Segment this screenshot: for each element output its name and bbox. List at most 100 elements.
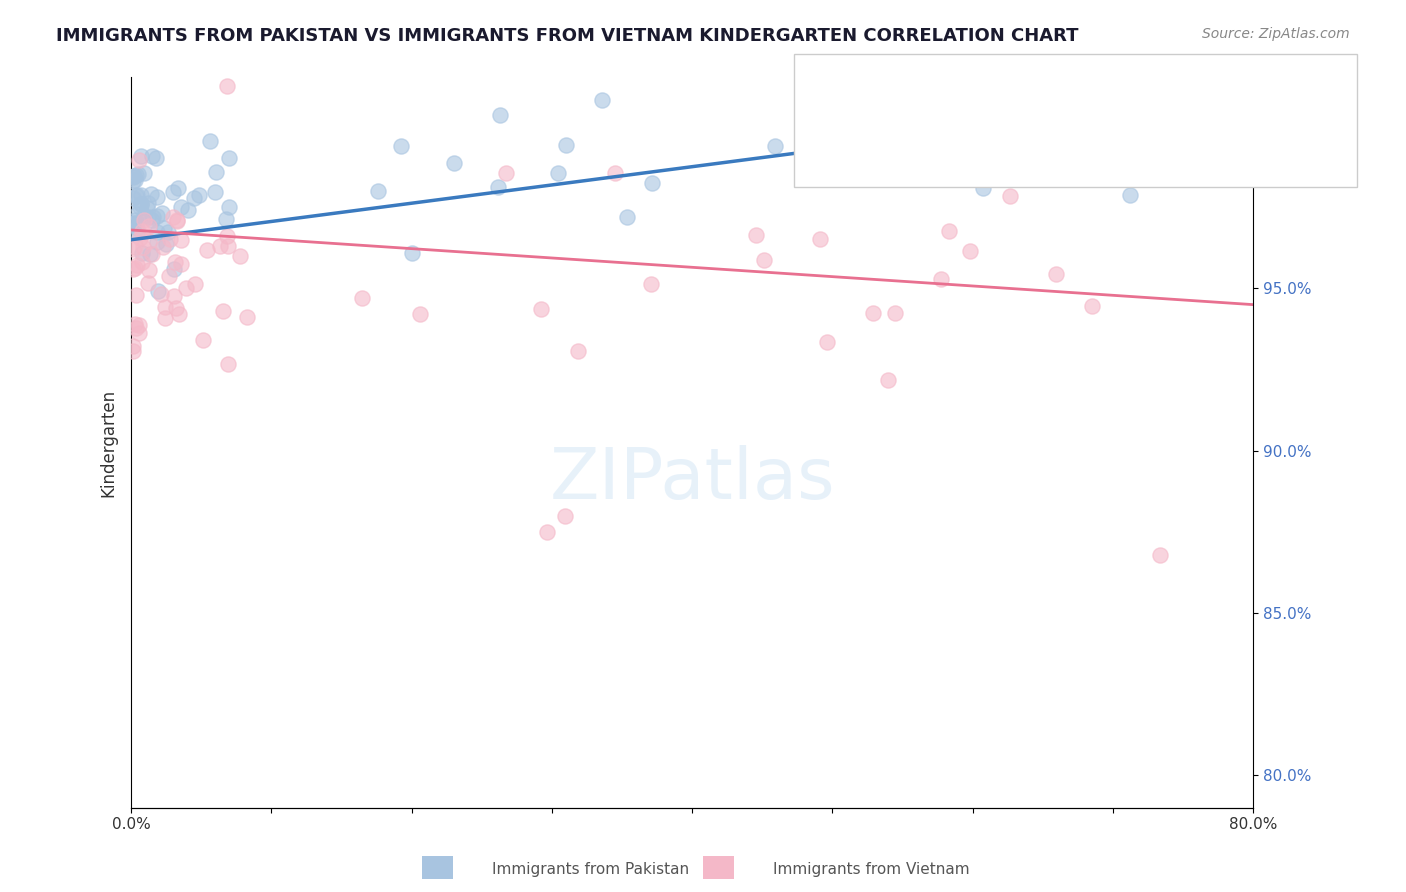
Point bbox=[215, 78, 238, 93]
Point bbox=[877, 372, 900, 386]
Point bbox=[166, 212, 188, 227]
Point bbox=[127, 258, 149, 272]
Point bbox=[187, 187, 209, 202]
Point bbox=[215, 229, 238, 244]
Point bbox=[132, 209, 155, 223]
Point bbox=[350, 292, 373, 306]
Point bbox=[1045, 267, 1067, 281]
Point bbox=[131, 224, 153, 238]
Point bbox=[125, 226, 148, 240]
Point bbox=[640, 277, 662, 291]
Point bbox=[136, 210, 159, 224]
Point bbox=[124, 212, 146, 227]
Point bbox=[131, 196, 153, 211]
Point bbox=[131, 254, 153, 268]
Point bbox=[605, 166, 627, 180]
Point bbox=[122, 242, 145, 256]
Point bbox=[146, 225, 169, 239]
Point bbox=[152, 240, 174, 254]
Point bbox=[208, 239, 231, 253]
Point bbox=[862, 305, 884, 319]
Point bbox=[122, 169, 145, 183]
Point bbox=[938, 224, 960, 238]
Point bbox=[127, 207, 149, 221]
Point bbox=[1000, 189, 1022, 203]
Point bbox=[169, 257, 191, 271]
Point bbox=[146, 235, 169, 249]
Text: R =  0.301   N = 72: R = 0.301 N = 72 bbox=[830, 85, 1019, 103]
Point bbox=[215, 211, 238, 226]
Point bbox=[929, 272, 952, 286]
Point bbox=[141, 187, 163, 202]
Point bbox=[122, 170, 145, 185]
Point bbox=[121, 339, 143, 353]
Point bbox=[121, 174, 143, 188]
Point bbox=[157, 269, 180, 284]
Point bbox=[815, 334, 838, 349]
Point bbox=[217, 357, 239, 371]
Point bbox=[145, 151, 167, 165]
Point bbox=[136, 277, 159, 291]
Point bbox=[159, 232, 181, 246]
Point bbox=[165, 301, 187, 316]
Point bbox=[150, 206, 173, 220]
Point bbox=[138, 262, 160, 277]
Point bbox=[530, 301, 553, 316]
Point bbox=[141, 149, 163, 163]
Point bbox=[132, 240, 155, 254]
Point bbox=[163, 262, 186, 277]
Point bbox=[745, 227, 768, 242]
Point bbox=[176, 202, 198, 217]
Point bbox=[236, 310, 259, 324]
Point bbox=[1067, 148, 1090, 162]
Point bbox=[125, 288, 148, 302]
Point bbox=[121, 343, 143, 358]
Point bbox=[389, 139, 412, 153]
Point bbox=[125, 188, 148, 202]
Point bbox=[124, 318, 146, 332]
Point bbox=[174, 281, 197, 295]
Point bbox=[142, 210, 165, 224]
Text: Immigrants from Vietnam: Immigrants from Vietnam bbox=[773, 863, 970, 877]
Point bbox=[128, 200, 150, 214]
Point bbox=[1149, 548, 1171, 562]
Point bbox=[146, 284, 169, 298]
Point bbox=[155, 237, 177, 252]
Point bbox=[170, 200, 193, 214]
Point bbox=[129, 230, 152, 244]
Point bbox=[128, 326, 150, 340]
Point bbox=[124, 261, 146, 276]
Point bbox=[163, 255, 186, 269]
Point bbox=[204, 165, 226, 179]
Point bbox=[121, 262, 143, 277]
Point bbox=[141, 212, 163, 227]
Point bbox=[166, 181, 188, 195]
Point bbox=[217, 238, 239, 252]
Point bbox=[204, 185, 226, 199]
Point bbox=[547, 166, 569, 180]
Point bbox=[616, 210, 638, 224]
Point bbox=[808, 232, 831, 246]
Point bbox=[162, 211, 184, 225]
Point bbox=[198, 135, 221, 149]
Point bbox=[152, 221, 174, 235]
Point bbox=[157, 225, 180, 239]
Point bbox=[754, 252, 776, 267]
Point bbox=[409, 307, 432, 321]
Point bbox=[184, 277, 207, 292]
Text: ZIPatlas: ZIPatlas bbox=[550, 444, 835, 514]
Point bbox=[763, 138, 786, 153]
Point bbox=[125, 189, 148, 203]
Point bbox=[972, 180, 994, 194]
Point bbox=[183, 191, 205, 205]
Text: IMMIGRANTS FROM PAKISTAN VS IMMIGRANTS FROM VIETNAM KINDERGARTEN CORRELATION CHA: IMMIGRANTS FROM PAKISTAN VS IMMIGRANTS F… bbox=[56, 27, 1078, 45]
Point bbox=[591, 93, 613, 107]
Point bbox=[401, 246, 423, 260]
Point bbox=[139, 246, 162, 260]
Point bbox=[555, 138, 578, 153]
Point bbox=[125, 216, 148, 230]
Point bbox=[155, 311, 177, 326]
Point bbox=[536, 524, 558, 539]
Point bbox=[128, 153, 150, 167]
Point bbox=[121, 190, 143, 204]
